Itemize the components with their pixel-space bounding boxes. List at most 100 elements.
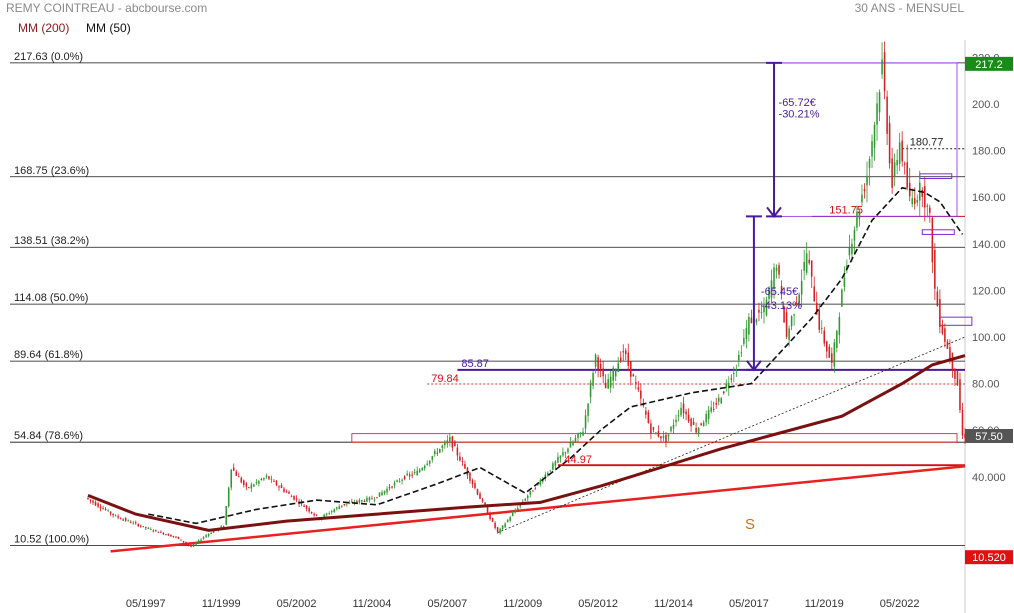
candle-body bbox=[841, 289, 843, 307]
candle-body bbox=[122, 519, 124, 521]
candle-body bbox=[361, 499, 363, 502]
candle-body bbox=[519, 504, 521, 507]
candle-body bbox=[559, 455, 562, 459]
candle-body bbox=[195, 542, 197, 545]
candle-body bbox=[104, 508, 107, 511]
candle-body bbox=[795, 302, 798, 305]
candle-body bbox=[491, 518, 494, 522]
candle-body bbox=[748, 317, 750, 335]
candle-body bbox=[557, 456, 559, 463]
candle-body bbox=[594, 354, 597, 367]
candle-body bbox=[288, 491, 290, 494]
candle-body bbox=[243, 480, 245, 485]
candle-body bbox=[444, 441, 446, 446]
candle-body bbox=[730, 378, 733, 380]
candle-body bbox=[655, 432, 657, 435]
candle-body bbox=[939, 298, 941, 327]
candle-body bbox=[109, 511, 112, 514]
candle-body bbox=[710, 407, 712, 412]
candle-body bbox=[325, 513, 328, 515]
candle-body bbox=[486, 506, 489, 515]
candle-body bbox=[607, 379, 609, 389]
candle-body bbox=[901, 140, 903, 162]
candle-body bbox=[758, 309, 760, 313]
candle-body bbox=[702, 422, 705, 427]
candle-body bbox=[687, 414, 690, 422]
candle-body bbox=[446, 440, 449, 444]
candle-body bbox=[145, 526, 147, 529]
candle-body bbox=[577, 433, 579, 438]
candle-body bbox=[609, 376, 612, 388]
candle-body bbox=[707, 409, 710, 420]
candle-body bbox=[728, 382, 730, 389]
candle-body bbox=[760, 311, 763, 313]
candle-body bbox=[712, 408, 715, 410]
candle-body bbox=[112, 513, 114, 516]
candle-body bbox=[836, 330, 838, 348]
candle-body bbox=[343, 504, 346, 506]
candle-body bbox=[192, 544, 195, 547]
candle-body bbox=[428, 460, 431, 464]
candle-body bbox=[949, 347, 951, 361]
candle-body bbox=[740, 352, 743, 354]
candle-body bbox=[828, 346, 831, 358]
candle-body bbox=[951, 352, 954, 371]
candle-body bbox=[134, 522, 137, 524]
candle-body bbox=[315, 514, 318, 516]
fib-label: 114.08 (50.0%) bbox=[14, 292, 88, 304]
candle-body bbox=[212, 530, 215, 533]
x-tick-label: 11/1999 bbox=[202, 598, 241, 610]
candle-body bbox=[906, 162, 908, 188]
chart-source: abcbourse.com bbox=[125, 1, 208, 15]
candle-body bbox=[770, 280, 773, 298]
candle-body bbox=[295, 498, 298, 500]
candle-body bbox=[89, 499, 92, 501]
candle-body bbox=[632, 374, 635, 377]
candle-body bbox=[476, 489, 479, 495]
candle-body bbox=[418, 469, 421, 473]
level-80-label: 79.84 bbox=[431, 373, 459, 385]
chart-header: REMY COINTREAU - abcbourse.com bbox=[6, 1, 207, 15]
candle-body bbox=[954, 368, 956, 379]
x-tick-label: 05/1997 bbox=[126, 598, 166, 610]
candle-body bbox=[200, 539, 202, 541]
candle-body bbox=[456, 447, 459, 456]
candle-body bbox=[911, 198, 914, 205]
candle-body bbox=[313, 513, 315, 516]
ma50-line bbox=[148, 186, 964, 525]
candle-body bbox=[846, 265, 848, 270]
candle-body bbox=[888, 123, 891, 164]
candle-body bbox=[743, 337, 745, 344]
candle-body bbox=[265, 475, 268, 477]
support-label: S bbox=[745, 516, 755, 533]
candle-body bbox=[833, 342, 836, 367]
candle-body bbox=[705, 414, 707, 423]
candle-body bbox=[92, 500, 94, 503]
chart-period: 30 ANS - MENSUEL bbox=[854, 1, 964, 15]
candle-body bbox=[190, 544, 192, 547]
candle-body bbox=[765, 299, 768, 316]
candle-body bbox=[403, 476, 406, 480]
candle-body bbox=[858, 210, 861, 219]
candle-body bbox=[210, 533, 212, 535]
purple-marker bbox=[921, 229, 955, 235]
candle-body bbox=[526, 495, 529, 499]
candle-body bbox=[931, 217, 934, 263]
candle-body bbox=[378, 492, 381, 497]
candle-body bbox=[881, 59, 883, 75]
candle-body bbox=[929, 207, 931, 213]
candle-body bbox=[567, 448, 569, 453]
price-badge-label: 57.50 bbox=[975, 431, 1003, 443]
candle-body bbox=[820, 327, 823, 330]
y-tick-label: 200.0 bbox=[972, 99, 1000, 111]
price-badge-label: 10.520 bbox=[972, 552, 1006, 564]
candle-body bbox=[107, 510, 109, 512]
candle-body bbox=[647, 412, 650, 424]
x-tick-label: 05/2007 bbox=[427, 598, 467, 610]
candle-body bbox=[785, 312, 788, 337]
candle-body bbox=[637, 387, 640, 390]
candle-body bbox=[293, 495, 295, 500]
fib-label: 10.52 (100.0%) bbox=[14, 533, 89, 545]
candle-body bbox=[815, 302, 818, 315]
y-tick-label: 160.00 bbox=[972, 192, 1006, 204]
